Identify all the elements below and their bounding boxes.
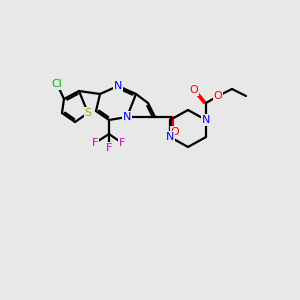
Text: O: O [171,127,179,137]
Text: O: O [190,85,198,95]
Text: S: S [84,108,92,118]
Text: N: N [123,112,131,122]
Text: O: O [214,91,222,101]
Text: N: N [202,115,210,125]
Text: F: F [106,143,112,153]
Text: Cl: Cl [52,79,62,89]
Text: F: F [92,138,98,148]
Text: N: N [166,132,174,142]
Text: F: F [119,138,125,148]
Text: N: N [114,81,122,91]
